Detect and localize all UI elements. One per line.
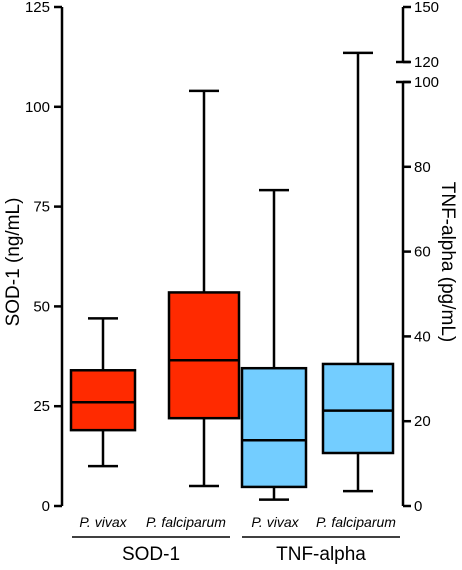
box-sod1-vivax <box>69 317 137 468</box>
right-tick-label: 100 <box>414 74 439 91</box>
left-tick-label: 50 <box>33 298 50 315</box>
left-y-axis: 0 25 50 75 100 125 <box>25 0 64 515</box>
category-label: P. falciparum <box>316 514 396 530</box>
left-tick-label: 25 <box>33 398 50 415</box>
x-axis-labels: P. vivax P. falciparum P. vivax P. falcipar… <box>72 514 400 565</box>
box-series <box>69 51 395 501</box>
right-tick-label: 0 <box>414 498 422 515</box>
box-tnf-vivax <box>240 188 308 501</box>
left-tick-label: 125 <box>25 0 50 16</box>
iqr-box <box>240 366 308 489</box>
left-tick-label: 0 <box>42 498 50 515</box>
right-y-axis: 0 20 40 60 80 100 120 150 <box>396 0 439 515</box>
group-label: TNF-alpha <box>276 544 366 565</box>
left-axis-title: SOD-1 (ng/mL) <box>3 198 24 327</box>
iqr-box <box>69 369 137 432</box>
category-label: P. vivax <box>79 514 127 530</box>
category-label: P. vivax <box>251 514 299 530</box>
right-tick-label: 60 <box>414 244 431 261</box>
category-label: P. falciparum <box>146 514 226 530</box>
left-tick-label: 75 <box>33 199 50 216</box>
box-sod1-falciparum <box>167 89 241 488</box>
right-axis-title: TNF-alpha (pg/mL) <box>437 182 458 343</box>
group-label: SOD-1 <box>122 544 180 565</box>
right-tick-label: 40 <box>414 328 431 345</box>
box-tnf-falciparum <box>321 51 395 493</box>
iqr-box <box>167 291 241 420</box>
right-tick-label: 20 <box>414 413 431 430</box>
right-tick-label: 120 <box>414 54 439 71</box>
right-tick-label: 150 <box>414 0 439 16</box>
right-tick-label: 80 <box>414 159 431 176</box>
iqr-box <box>321 362 395 455</box>
left-tick-label: 100 <box>25 99 50 116</box>
